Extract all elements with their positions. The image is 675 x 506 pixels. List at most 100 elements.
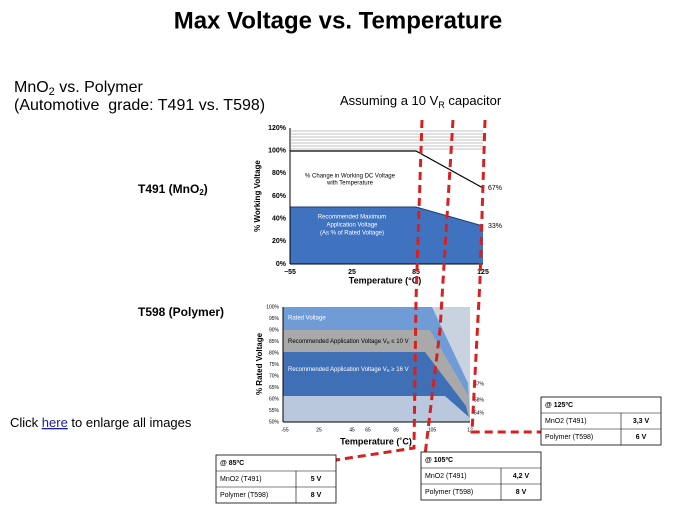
end-label: 54% — [474, 410, 485, 416]
enlarge-link[interactable]: here — [42, 415, 68, 430]
table-cell: 5 V — [311, 476, 322, 483]
y-tick-label: 70% — [269, 373, 280, 379]
value-table: @ 85ºC MnO2 (T491) 5 V Polymer (T598) 8 V — [215, 454, 337, 504]
y-tick-label: 40% — [272, 216, 287, 223]
x-tick-label: 65 — [365, 427, 371, 433]
leaders — [335, 119, 541, 462]
subscript: 2 — [199, 188, 204, 197]
text: ≥ 16 V — [390, 367, 409, 373]
y-tick-label: 65% — [269, 385, 280, 391]
y-tick-label: 60% — [272, 193, 287, 200]
t491-chart: % Change in Working DC Voltage with Temp… — [253, 125, 502, 286]
text: to enlarge all images — [68, 415, 192, 430]
y-tick-label: 20% — [272, 238, 287, 245]
end-label: 33% — [488, 223, 502, 230]
band-label: Rated Voltage — [288, 316, 326, 322]
y-tick-label: 55% — [269, 408, 280, 414]
table-cell: 4,2 V — [513, 473, 530, 480]
value-table: @ 125ºC MnO2 (T491) 3,3 V Polymer (T598) 6 V — [540, 396, 662, 446]
table-cell: MnO2 (T491) — [425, 473, 467, 480]
end-label: 58% — [474, 397, 485, 403]
x-tick-label: 85 — [393, 427, 399, 433]
table-cell: MnO2 (T491) — [545, 418, 587, 425]
slide-title: Max Voltage vs. Temperature — [174, 7, 503, 34]
band-label: Recommended Application Voltage VR ≤ 10 … — [288, 339, 409, 345]
leader-85 — [335, 119, 424, 462]
x-tick-label: 125 — [477, 269, 489, 276]
y-tick-label: 85% — [269, 339, 280, 345]
table-cell: 3,3 V — [633, 418, 650, 425]
assumption: Assuming a 10 VR capacitor — [340, 93, 502, 110]
leader-125 — [470, 119, 541, 434]
curve — [290, 150, 484, 189]
y-axis-title: % Working Voltage — [253, 160, 262, 232]
y-tick-label: 75% — [269, 362, 280, 368]
y-tick-label: 80% — [269, 350, 280, 356]
y-axis-title: % Rated Voltage — [255, 332, 264, 395]
y-tick-label: 120% — [268, 125, 287, 132]
band — [283, 396, 470, 422]
chart-label: T598 (Polymer) — [138, 305, 224, 319]
x-tick-label: 25 — [316, 427, 322, 433]
text: ) — [204, 182, 208, 196]
text: vs. Polymer — [55, 79, 144, 96]
x-tick-label: 25 — [348, 269, 356, 276]
chart-label: T491 (MnO2) — [138, 182, 208, 197]
table-border — [420, 451, 542, 501]
subscript: 2 — [49, 86, 55, 98]
table-cell: 8 V — [516, 489, 527, 496]
band-label: Application Voltage — [326, 223, 378, 229]
table-cell: Polymer (T598) — [545, 434, 593, 441]
y-tick-label: 80% — [272, 170, 287, 177]
y-tick-label: 100% — [266, 304, 279, 310]
subtitle-line: MnO2 vs. Polymer — [14, 79, 143, 98]
text: Recommended Application Voltage V — [288, 367, 387, 373]
x-axis-title: Temperature (˚C) — [340, 436, 412, 446]
x-tick-label: −55 — [284, 269, 296, 276]
text: ≤ 10 V — [390, 339, 409, 345]
table-cell: 6 V — [636, 434, 647, 441]
value-table: @ 105ºC MnO2 (T491) 4,2 V Polymer (T598) 8 V — [420, 451, 542, 501]
end-label: 67% — [488, 185, 502, 192]
table-border — [215, 454, 337, 504]
table-cell: 8 V — [311, 492, 322, 499]
table-cell: Polymer (T598) — [220, 492, 268, 499]
table-header: @ 105ºC — [425, 457, 453, 464]
curve — [290, 206, 484, 227]
subscript: R — [387, 368, 390, 373]
subtitle-line: (Automotive grade: T491 vs. T598) — [14, 97, 265, 114]
y-tick-label: 0% — [276, 261, 287, 268]
text: Assuming a 10 V — [340, 93, 439, 108]
enlarge-note: Click here to enlarge all images — [10, 415, 192, 430]
text: Click — [10, 415, 42, 430]
x-tick-label: 12 — [467, 427, 473, 433]
band-label: Recommended Maximum — [318, 215, 386, 221]
text: Recommended Application Voltage V — [288, 339, 387, 345]
leader-105 — [423, 119, 455, 456]
band-label: Recommended Application Voltage VR ≥ 16 … — [288, 367, 409, 373]
y-tick-label: 100% — [268, 148, 287, 155]
x-axis-title: Temperature (°C) — [349, 275, 421, 285]
table-cell: MnO2 (T491) — [220, 476, 262, 483]
note: with Temperature — [326, 181, 374, 187]
y-tick-label: 50% — [269, 419, 280, 425]
table-header: @ 85ºC — [220, 460, 244, 467]
t598-chart: Rated Voltage Recommended Application Vo… — [255, 304, 484, 446]
table-border — [540, 396, 662, 446]
text: capacitor — [445, 93, 502, 108]
y-tick-label: 95% — [269, 316, 280, 322]
x-tick-label: 105 — [428, 427, 437, 433]
subscript: R — [387, 340, 390, 345]
x-tick-label: 45 — [349, 427, 355, 433]
table-header: @ 125ºC — [545, 402, 573, 409]
end-label: 67% — [474, 381, 485, 387]
y-tick-label: 60% — [269, 396, 280, 402]
subscript: R — [438, 100, 445, 110]
x-tick-label: -55 — [281, 427, 288, 433]
text: T491 (MnO — [138, 182, 199, 196]
text: MnO — [14, 79, 49, 96]
y-tick-label: 90% — [269, 327, 280, 333]
band — [290, 207, 483, 264]
note: % Change in Working DC Voltage — [305, 174, 396, 180]
